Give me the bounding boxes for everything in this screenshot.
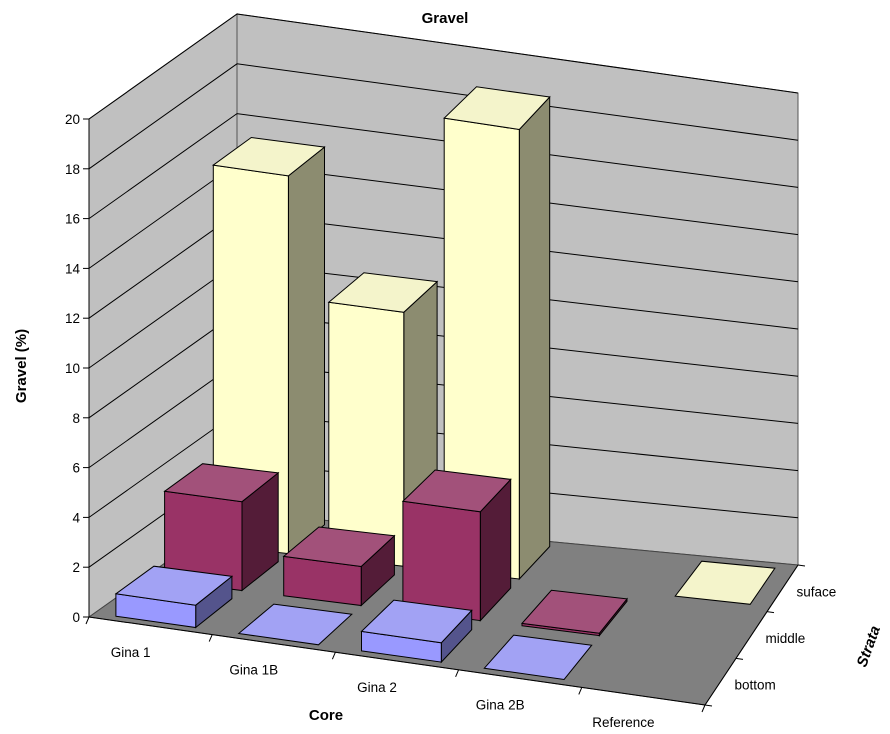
gridline (88, 13, 799, 120)
z-axis-title: Strata (854, 624, 885, 670)
z-tick-mark (797, 564, 806, 567)
y-axis-title: Gravel (%) (13, 329, 30, 403)
gridline (88, 63, 799, 170)
x-axis-line (88, 616, 706, 706)
y-tick-label: 14 (65, 261, 81, 276)
bar-middle-gina-2 (401, 469, 512, 622)
bar-bottom-gina-2b (483, 634, 593, 681)
x-tick-label: Reference (592, 715, 654, 730)
z-tick-label: bottom (735, 678, 776, 693)
labels: Gravel Gravel (%) Core Strata 0 2 4 6 8 10 12 1… (13, 10, 884, 730)
bar-bottom-gina-1b (237, 603, 353, 646)
y-tick-label: 6 (72, 461, 80, 476)
z-tick-mark (704, 704, 713, 707)
x-tick-mark (85, 616, 90, 625)
y-tick-label: 16 (65, 212, 80, 227)
bar-suface-gina-1 (212, 136, 326, 555)
y-tick-label: 12 (65, 311, 80, 326)
z-axis-line (704, 564, 799, 706)
z-tick-mark (766, 611, 775, 614)
y-tick-label: 2 (72, 560, 80, 575)
y-tick-label: 20 (65, 112, 80, 127)
y-tick-label: 4 (72, 510, 80, 525)
z-tick-label: suface (797, 584, 837, 599)
x-tick-mark (701, 704, 706, 713)
y-tick-label: 0 (72, 610, 80, 625)
z-tick-mark (735, 657, 744, 660)
chart-title: Gravel (422, 10, 469, 27)
gridline (88, 113, 799, 220)
x-axis-title: Core (309, 707, 343, 724)
x-tick-mark (331, 652, 336, 660)
bar-suface-reference (674, 560, 776, 605)
bar-bottom-gina-2 (360, 599, 473, 664)
bar-middle-gina-1 (163, 463, 280, 592)
x-tick-mark (455, 669, 460, 677)
y-tick-label: 10 (65, 361, 80, 376)
axes (83, 118, 806, 713)
bars (114, 86, 776, 681)
bar-suface-gina-2 (443, 86, 551, 581)
x-tick-label: Gina 2B (476, 698, 525, 713)
x-tick-mark (578, 687, 583, 695)
bar-bottom-gina-1 (114, 565, 234, 629)
bar-middle-gina-2b (520, 589, 628, 638)
x-tick-label: Gina 1 (111, 645, 151, 660)
x-tick-mark (208, 634, 213, 642)
x-tick-label: Gina 2 (357, 680, 397, 695)
x-tick-label: Gina 1B (229, 662, 278, 677)
y-tick-label: 18 (65, 162, 80, 177)
z-tick-label: middle (766, 631, 806, 646)
bar-middle-gina-1b (282, 526, 396, 607)
y-tick-label: 8 (72, 411, 80, 426)
